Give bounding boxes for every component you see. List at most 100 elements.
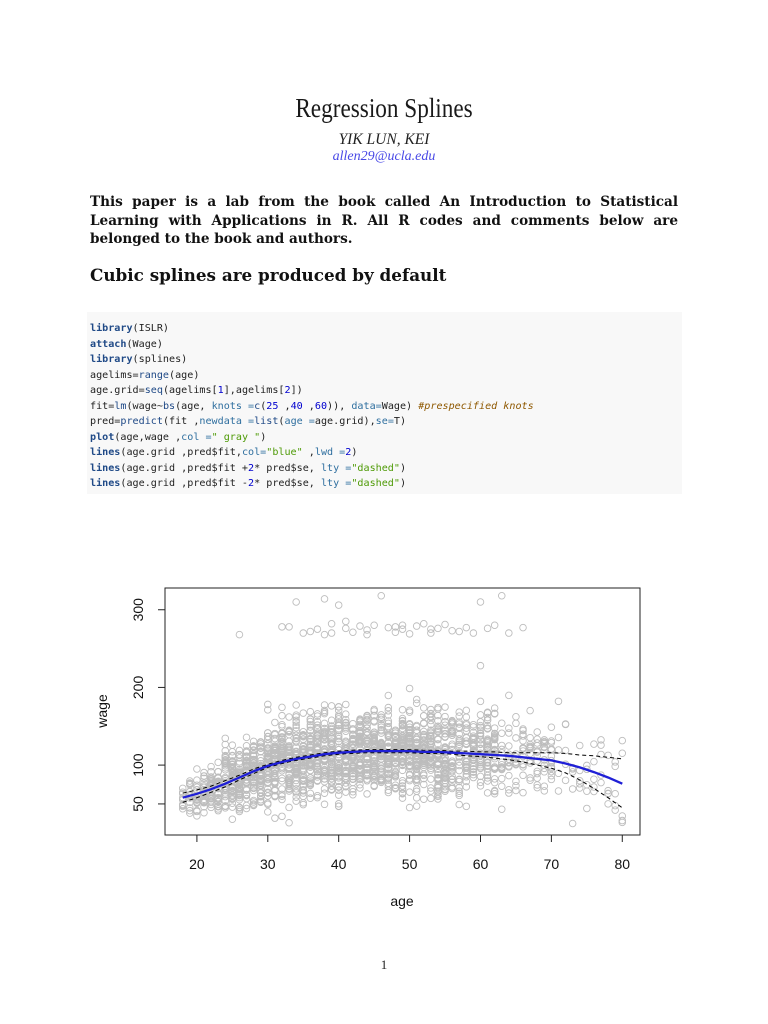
data-point [391,745,400,754]
data-point [356,718,364,726]
data-point [334,800,343,808]
data-point [370,772,378,780]
code-token: lines [90,462,121,474]
data-point [490,621,499,630]
data-point [519,732,527,740]
x-tick-label: 60 [473,856,489,872]
data-point [264,752,272,760]
data-point [469,759,478,768]
code-line: age.grid=seq(agelims[1],agelims[2]) [90,383,682,399]
author-email-link[interactable]: allen29@ucla.edu [332,149,436,164]
data-point [278,733,286,742]
data-point [462,754,471,763]
data-point [448,729,456,738]
data-point [278,792,286,800]
data-point [519,788,527,797]
data-point [249,798,258,806]
data-point [427,732,435,741]
data-point [249,737,258,746]
data-point [455,712,463,720]
data-point [377,725,385,734]
data-point [285,803,293,812]
data-point [420,757,428,766]
data-point [462,713,471,721]
data-point [334,754,343,763]
code-line: lines(age.grid ,pred$fit +2* pred$se, lt… [90,461,682,477]
data-point [320,778,329,786]
data-point [420,704,428,712]
data-point [575,741,584,750]
data-point [278,767,286,775]
data-point [285,726,293,735]
data-point [313,734,322,742]
data-point [476,760,485,769]
data-point [320,701,329,709]
data-point [356,716,364,724]
data-point [320,595,329,603]
data-point [349,730,357,739]
data-point [327,619,336,628]
data-point [264,749,272,758]
data-point [547,723,556,731]
data-point [448,784,456,793]
data-point [398,625,407,633]
spline-fit-line [182,749,623,799]
data-point [498,592,506,600]
data-point [334,726,343,735]
data-point [540,782,549,791]
data-point [448,772,456,781]
data-point [186,804,194,812]
code-token: range [138,369,170,381]
data-point [462,783,471,791]
data-point [398,732,407,740]
data-point [583,780,591,789]
data-point [363,724,371,733]
x-axis-label: age [390,893,414,909]
data-point [434,740,442,748]
data-point [469,768,478,776]
data-point [334,762,343,770]
data-point [441,769,449,777]
data-point [476,756,485,764]
data-point [306,761,315,769]
data-point [469,733,478,742]
data-point [427,760,435,769]
data-point [228,741,237,749]
data-point [306,758,315,767]
data-point [334,737,343,746]
data-point [292,763,300,772]
data-point [490,786,499,795]
data-point [306,721,315,729]
data-point [384,623,393,632]
data-point [356,622,364,630]
data-point [264,799,272,807]
code-token: )), [327,400,352,412]
data-point [249,775,258,784]
data-point [292,701,300,709]
data-point [292,736,300,745]
data-point [292,711,300,719]
data-point [398,755,407,763]
x-axis: 20 30 40 50 60 70 80 [189,835,630,872]
data-point [306,627,315,636]
data-point [490,724,499,732]
data-point [391,784,400,792]
data-point [391,767,400,776]
data-point [533,735,541,743]
data-point [313,777,322,785]
data-point [221,752,230,761]
data-point [271,749,279,758]
data-point [235,793,244,802]
data-point [320,709,329,718]
data-point [285,765,293,774]
data-point [327,733,336,741]
data-point [313,757,322,765]
data-point [327,629,336,637]
code-line: fit=lm(wage~bs(age, knots =c(25 ,40 ,60)… [90,399,682,415]
data-point [221,757,230,765]
data-point [377,592,385,600]
data-point [334,734,343,743]
data-point [377,711,385,719]
data-point [292,723,300,732]
data-point [200,803,208,811]
